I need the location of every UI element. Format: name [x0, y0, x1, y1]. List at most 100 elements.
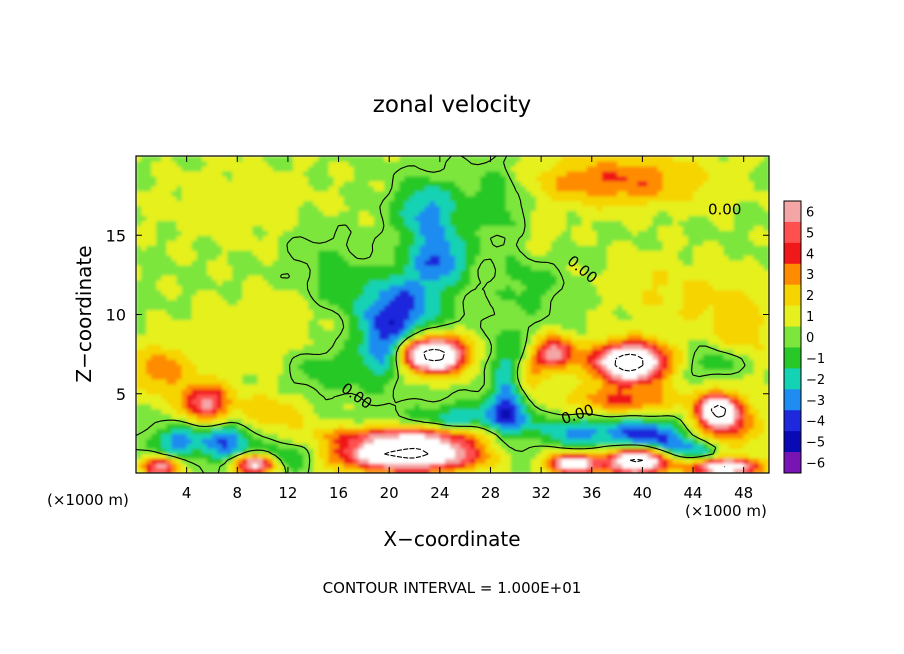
- heatmap-cell: [206, 299, 213, 306]
- heatmap-cell: [763, 309, 769, 316]
- heatmap-cell: [728, 319, 735, 325]
- heatmap-cell: [151, 339, 157, 345]
- heatmap-cell: [490, 453, 497, 459]
- heatmap-cell: [541, 319, 547, 325]
- heatmap-cell: [419, 463, 426, 469]
- heatmap-cell: [657, 383, 664, 390]
- heatmap-cell: [146, 463, 152, 469]
- heatmap-cell: [206, 359, 213, 365]
- heatmap-cell: [414, 289, 421, 296]
- heatmap-cell: [657, 468, 664, 473]
- heatmap-cell: [444, 309, 451, 316]
- heatmap-cell: [748, 393, 755, 400]
- heatmap-cell: [323, 448, 330, 454]
- heatmap-cell: [693, 388, 699, 395]
- heatmap-cell: [394, 463, 400, 469]
- heatmap-cell: [222, 398, 228, 405]
- heatmap-cell: [662, 378, 669, 385]
- heatmap-cell: [338, 413, 345, 420]
- heatmap-cell: [596, 408, 603, 415]
- heatmap-cell: [282, 408, 289, 415]
- heatmap-cell: [136, 413, 142, 420]
- heatmap-cell: [455, 299, 461, 306]
- heatmap-cell: [166, 413, 173, 420]
- heatmap-cell: [530, 373, 537, 380]
- heatmap-cell: [510, 314, 517, 321]
- heatmap-cell: [581, 438, 588, 444]
- heatmap-cell: [495, 319, 502, 325]
- heatmap-cell: [272, 393, 279, 400]
- heatmap-cell: [171, 334, 178, 340]
- heatmap-cell: [374, 274, 380, 281]
- heatmap-cell: [657, 279, 664, 286]
- heatmap-cell: [677, 433, 684, 439]
- heatmap-cell: [196, 403, 203, 410]
- heatmap-cell: [409, 453, 416, 459]
- heatmap-cell: [495, 448, 502, 454]
- heatmap-cell: [404, 418, 411, 425]
- heatmap-cell: [698, 438, 704, 444]
- heatmap-cell: [667, 408, 674, 415]
- heatmap-cell: [541, 463, 547, 469]
- heatmap-cell: [252, 279, 259, 286]
- heatmap-cell: [237, 354, 243, 360]
- heatmap-cell: [515, 364, 522, 370]
- heatmap-cell: [303, 314, 309, 321]
- heatmap-cell: [227, 433, 233, 439]
- heatmap-cell: [657, 438, 664, 444]
- heatmap-cell: [262, 433, 269, 439]
- heatmap-cell: [455, 309, 461, 316]
- heatmap-cell: [318, 408, 324, 415]
- heatmap-cell: [404, 408, 411, 415]
- heatmap-cell: [171, 329, 178, 335]
- heatmap-cell: [338, 378, 345, 385]
- heatmap-cell: [546, 398, 552, 405]
- heatmap-cell: [632, 294, 638, 301]
- heatmap-cell: [444, 403, 451, 410]
- heatmap-cell: [222, 413, 228, 420]
- heatmap-cell: [434, 294, 441, 301]
- heatmap-cell: [449, 428, 456, 434]
- heatmap-cell: [434, 279, 441, 286]
- heatmap-cell: [409, 279, 416, 286]
- heatmap-cell: [232, 453, 238, 459]
- heatmap-cell: [424, 274, 431, 281]
- heatmap-cell: [424, 314, 431, 321]
- heatmap-cell: [662, 448, 669, 454]
- heatmap-cell: [465, 403, 471, 410]
- heatmap-cell: [399, 294, 405, 301]
- heatmap-cell: [353, 304, 360, 311]
- heatmap-cell: [348, 388, 355, 395]
- heatmap-cell: [617, 289, 623, 296]
- heatmap-cell: [429, 368, 436, 375]
- heatmap-cell: [353, 418, 360, 425]
- heatmap-cell: [652, 284, 659, 291]
- heatmap-cell: [298, 339, 304, 345]
- heatmap-cell: [151, 364, 157, 370]
- heatmap-cell: [662, 423, 669, 430]
- heatmap-cell: [252, 368, 259, 375]
- heatmap-cell: [232, 403, 238, 410]
- heatmap-cell: [581, 443, 588, 449]
- heatmap-cell: [581, 334, 588, 340]
- heatmap-cell: [728, 418, 735, 425]
- heatmap-cell: [414, 284, 421, 291]
- heatmap-cell: [343, 378, 350, 385]
- heatmap-cell: [303, 463, 309, 469]
- heatmap-cell: [677, 349, 684, 355]
- heatmap-cell: [323, 349, 330, 355]
- heatmap-cell: [222, 433, 228, 439]
- heatmap-cell: [617, 443, 623, 449]
- heatmap-cell: [687, 349, 694, 355]
- heatmap-cell: [303, 319, 309, 325]
- heatmap-cell: [353, 443, 360, 449]
- heatmap-cell: [338, 289, 345, 296]
- heatmap-cell: [581, 453, 588, 459]
- heatmap-cell: [520, 373, 527, 380]
- heatmap-cell: [627, 329, 633, 335]
- heatmap-cell: [728, 388, 735, 395]
- heatmap-cell: [161, 448, 167, 454]
- heatmap-cell: [551, 349, 557, 355]
- heatmap-cell: [601, 428, 608, 434]
- heatmap-cell: [571, 398, 578, 405]
